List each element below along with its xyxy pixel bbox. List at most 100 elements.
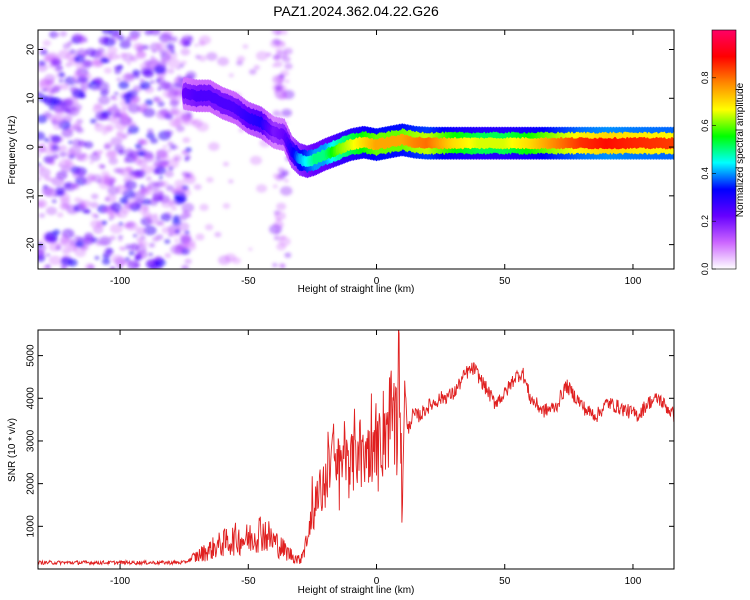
- heatmap-cell: [173, 187, 182, 195]
- heatmap-cell: [167, 141, 174, 147]
- heatmap-cell: [63, 181, 76, 192]
- heatmap-cell: [53, 115, 63, 123]
- snr-y-tick-label: 1000: [26, 515, 37, 538]
- heatmap-cell: [157, 60, 167, 69]
- heatmap-cell: [174, 238, 180, 243]
- colorbar-tick-label: 0.8: [700, 72, 710, 85]
- heatmap-cell: [174, 229, 181, 234]
- heatmap-x-tick-label: -50: [241, 276, 256, 287]
- heatmap-cell: [130, 55, 138, 62]
- heatmap-cell: [64, 158, 74, 167]
- heatmap-cell: [56, 242, 62, 247]
- heatmap-cell: [155, 256, 161, 261]
- heatmap-cell: [157, 87, 162, 91]
- heatmap-cell: [160, 198, 174, 209]
- heatmap-cell: [111, 254, 124, 264]
- snr-panel: -100 -50 0 50 100 1000 2000 3000 4000 5000 Heigh…: [7, 329, 675, 596]
- heatmap-cell: [127, 260, 140, 269]
- heatmap-cell: [124, 99, 131, 105]
- heatmap-cell: [185, 213, 192, 218]
- heatmap-cell: [122, 222, 130, 229]
- heatmap-cell: [128, 250, 135, 256]
- heatmap-cell: [117, 235, 124, 240]
- heatmap-cell: [160, 153, 170, 161]
- heatmap-cell: [38, 144, 47, 154]
- heatmap-cell: [134, 169, 146, 179]
- heatmap-cell: [142, 198, 152, 206]
- heatmap-cell: [90, 237, 99, 243]
- heatmap-cell: [206, 52, 218, 61]
- heatmap-cell: [168, 166, 174, 171]
- heatmap-cell: [154, 97, 164, 104]
- heatmap-cell: [148, 242, 156, 248]
- heatmap-cell: [139, 78, 145, 83]
- heatmap-cell: [184, 258, 192, 265]
- heatmap-cell: [54, 33, 60, 37]
- heatmap-cell: [278, 73, 285, 79]
- heatmap-cell: [175, 125, 185, 133]
- heatmap-cell: [48, 105, 55, 111]
- heatmap-x-tick-label: -100: [110, 276, 130, 287]
- heatmap-cell: [143, 225, 157, 236]
- heatmap-cell: [54, 186, 66, 195]
- heatmap-ridge: [181, 76, 674, 179]
- heatmap-cell: [59, 151, 67, 158]
- heatmap-cell: [120, 52, 127, 57]
- heatmap-cell: [180, 48, 191, 56]
- heatmap-cell: [284, 79, 290, 84]
- heatmap-cell: [116, 185, 129, 195]
- heatmap-cell: [150, 80, 155, 84]
- heatmap-cell: [122, 134, 128, 139]
- heatmap-cell: [118, 112, 129, 120]
- heatmap-cell: [68, 145, 82, 156]
- heatmap-cell: [118, 80, 130, 90]
- heatmap-cell: [77, 168, 81, 172]
- heatmap-cell: [180, 247, 191, 255]
- heatmap-cell: [184, 238, 196, 248]
- heatmap-cell: [38, 198, 48, 209]
- heatmap-cell: [59, 202, 70, 211]
- heatmap-cell: [164, 170, 174, 178]
- heatmap-cell: [93, 151, 98, 155]
- heatmap-cell: [107, 46, 118, 55]
- heatmap-cell: [67, 244, 78, 252]
- heatmap-cell: [90, 193, 99, 200]
- snr-y-tick-label: 3000: [26, 429, 37, 452]
- heatmap-cell: [177, 221, 190, 232]
- heatmap-cell: [198, 40, 206, 47]
- heatmap-cell: [181, 150, 187, 155]
- heatmap-cell: [256, 184, 268, 193]
- heatmap-cell: [148, 252, 154, 257]
- heatmap-cell: [160, 213, 172, 222]
- heatmap-cell: [84, 232, 94, 240]
- heatmap-cell: [39, 49, 48, 56]
- heatmap-cell: [100, 205, 111, 213]
- heatmap-cell: [152, 50, 157, 54]
- heatmap-cell: [167, 68, 175, 75]
- heatmap-cell: [272, 262, 278, 268]
- heatmap-cell: [162, 90, 173, 98]
- heatmap-cell: [162, 37, 169, 42]
- heatmap-cell: [228, 179, 234, 184]
- heatmap-cell: [44, 74, 56, 83]
- heatmap-cell: [85, 209, 91, 214]
- heatmap-cell: [164, 239, 171, 244]
- heatmap-cell: [65, 96, 79, 107]
- heatmap-cell: [117, 149, 125, 156]
- heatmap-cell: [98, 150, 104, 154]
- heatmap-cell: [108, 157, 119, 165]
- heatmap-cell: [152, 236, 160, 242]
- heatmap-cell: [90, 219, 102, 229]
- heatmap-cell: [125, 198, 139, 209]
- colorbar-tick-label: 0.6: [700, 119, 710, 132]
- heatmap-cell: [130, 95, 140, 103]
- heatmap-cell: [110, 95, 116, 100]
- heatmap-cell: [124, 257, 131, 262]
- heatmap-cell: [129, 243, 140, 251]
- heatmap-cell: [273, 235, 281, 241]
- heatmap-cell: [165, 184, 175, 192]
- heatmap-cell: [143, 153, 155, 163]
- heatmap-cell: [155, 41, 167, 51]
- snr-x-tick-label: 50: [499, 576, 511, 587]
- heatmap-cell: [43, 137, 50, 143]
